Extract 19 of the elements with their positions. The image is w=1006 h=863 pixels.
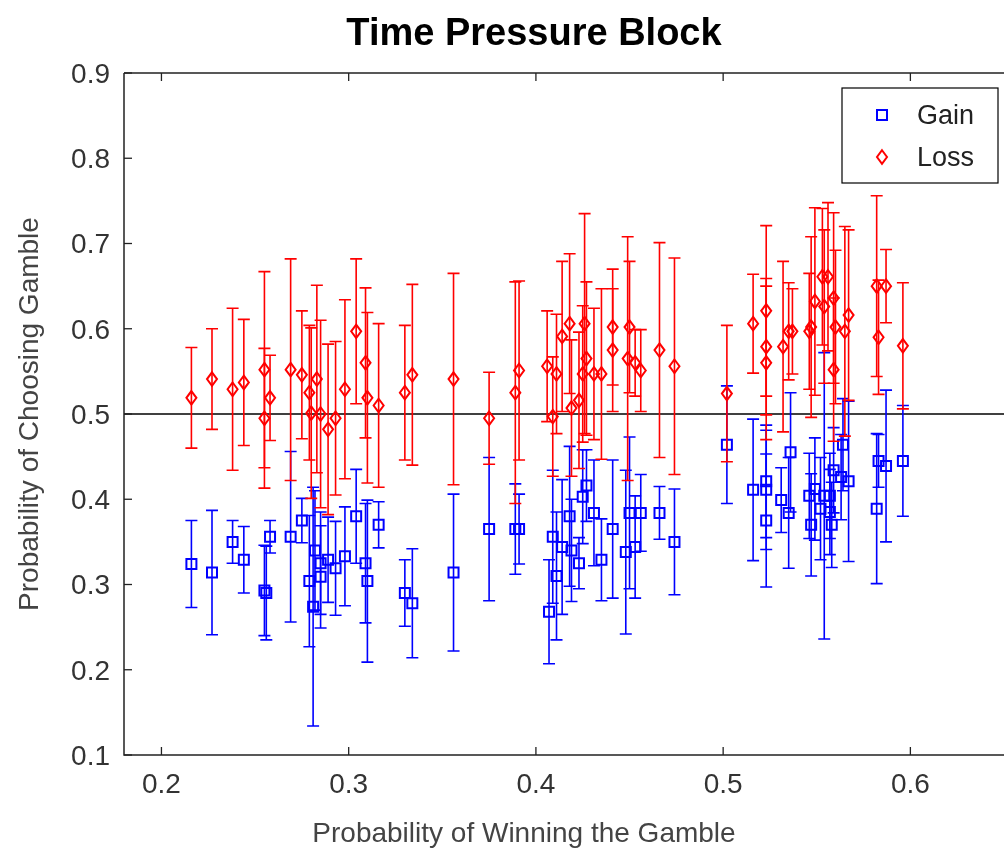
y-axis-title: Probability of Choosing Gamble (13, 217, 44, 611)
y-tick-label: 0.4 (71, 484, 110, 516)
y-tick-label: 0.5 (71, 398, 110, 430)
y-tick-label: 0.8 (71, 143, 110, 175)
y-tick-label: 0.7 (71, 228, 110, 260)
x-tick-label: 0.4 (516, 768, 556, 799)
y-tick-label: 0.2 (71, 654, 110, 686)
x-tick-label: 0.3 (329, 768, 369, 799)
x-tick-label: 0.5 (703, 768, 743, 799)
y-tick-label: 0.3 (71, 569, 110, 601)
y-tick-label: 0.1 (71, 739, 110, 771)
y-tick-label: 0.6 (71, 313, 110, 345)
x-tick-label: 0.2 (141, 768, 181, 799)
x-tick-label: 0.6 (890, 768, 930, 799)
y-tick-label: 0.9 (71, 57, 110, 89)
x-axis-title: Probability of Winning the Gamble (312, 817, 736, 848)
legend-label: Gain (917, 100, 975, 131)
chart-title: Time Pressure Block (346, 11, 723, 53)
legend-label: Loss (917, 142, 975, 173)
